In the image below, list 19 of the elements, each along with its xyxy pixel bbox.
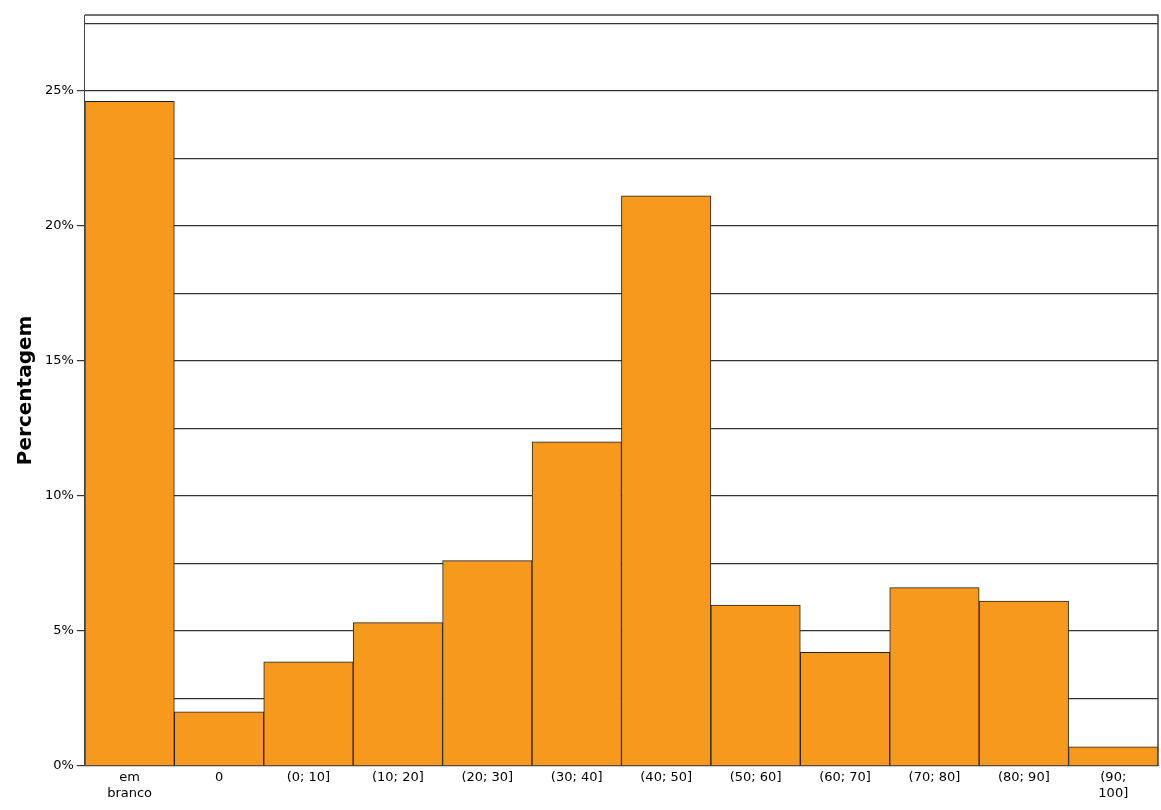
x-tick-label: (0; 10] <box>286 768 331 784</box>
x-tick-label: (70; 80] <box>908 768 961 784</box>
y-tick-label: 5% <box>53 622 74 638</box>
y-tick-label: 10% <box>44 487 74 503</box>
x-tick-label: (90; 100] <box>1098 768 1129 800</box>
y-tick-label: 15% <box>44 352 74 368</box>
x-tick-label: 0 <box>214 768 224 784</box>
x-tick-label: (30; 40] <box>550 768 603 784</box>
x-tick-label: (20; 30] <box>461 768 514 784</box>
y-tick-label: 20% <box>44 217 74 233</box>
x-tick-label: (10; 20] <box>372 768 424 784</box>
x-tick-label: em branco <box>107 768 153 800</box>
y-tick-label: 0% <box>53 757 74 773</box>
y-axis-title: Percentagem <box>12 315 37 466</box>
x-tick-label: (80; 90] <box>997 768 1050 784</box>
y-tick-label: 25% <box>44 82 74 97</box>
x-tick-label: (50; 60] <box>729 768 782 784</box>
x-tick-label: (60; 70] <box>819 768 871 784</box>
x-tick-label: (40; 50] <box>640 768 693 784</box>
